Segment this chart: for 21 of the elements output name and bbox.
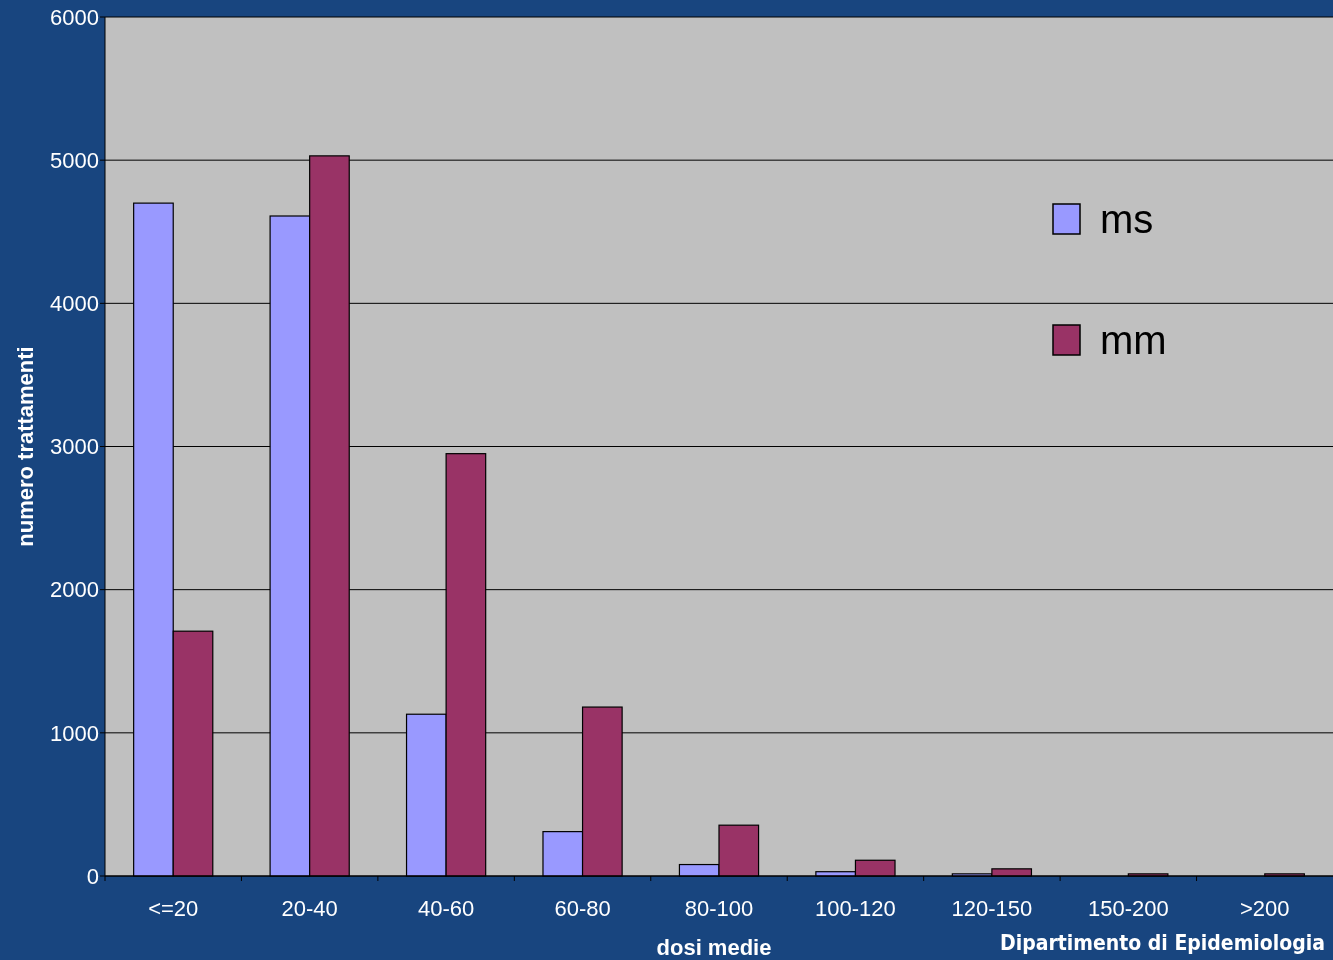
x-tick-label: <=20 xyxy=(148,896,199,921)
y-tick-label: 0 xyxy=(86,863,99,889)
x-tick-label: 150-200 xyxy=(1087,896,1169,921)
y-tick-label: 5000 xyxy=(50,147,99,173)
text: Dipartimento di Epidemiologia xyxy=(1000,931,1325,955)
x-tick-label: 60-80 xyxy=(554,896,611,921)
x-tick-label: >200 xyxy=(1240,896,1290,921)
y-tick-label: 2000 xyxy=(50,577,99,603)
x-tick-label: 80-100 xyxy=(684,896,754,921)
y-axis-title: numero trattamenti xyxy=(13,346,38,547)
y-tick-label: 3000 xyxy=(50,434,99,460)
x-tick-label: 100-120 xyxy=(815,896,896,921)
y-tick-label: 1000 xyxy=(50,720,99,746)
x-tick-label: 120-150 xyxy=(951,896,1033,921)
x-axis-title: dosi medie xyxy=(656,935,772,960)
x-tick-label: 20-40 xyxy=(281,896,338,921)
y-tick-label: 6000 xyxy=(50,4,99,30)
legend-label: ms xyxy=(1100,197,1154,241)
legend-label: mm xyxy=(1100,318,1167,362)
y-tick-label: 4000 xyxy=(50,291,99,317)
x-tick-label: 40-60 xyxy=(417,896,475,921)
